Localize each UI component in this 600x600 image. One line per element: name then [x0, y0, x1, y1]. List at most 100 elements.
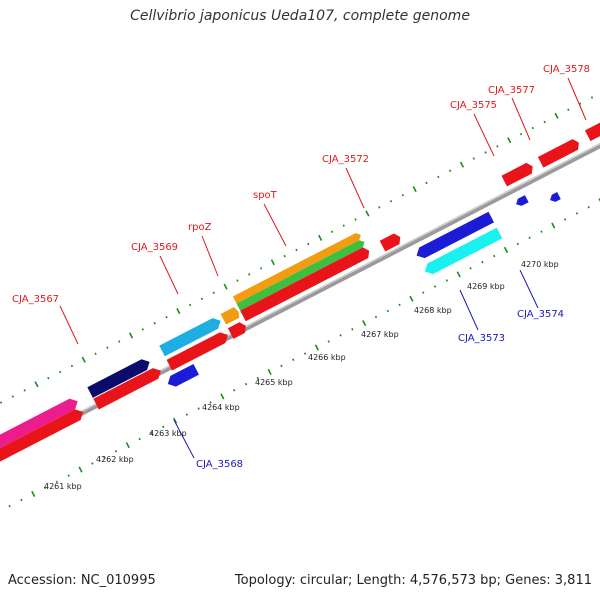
- major-tick: [314, 344, 319, 351]
- major-tick: [176, 308, 181, 315]
- label-CJA_3574[interactable]: CJA_3574: [517, 309, 564, 320]
- label-spoT[interactable]: spoT: [253, 190, 278, 201]
- minor-tick: [389, 199, 393, 203]
- minor-tick: [425, 181, 428, 185]
- minor-tick: [94, 352, 97, 355]
- minor-tick: [342, 224, 345, 227]
- gene-label-group: CJA_3567 CJA_3569 rpoZ spoT CJA_3572 CJA…: [12, 64, 590, 470]
- minor-tick: [248, 273, 251, 276]
- gene-orange-spoT[interactable]: [232, 231, 363, 304]
- minor-tick: [386, 309, 389, 313]
- minor-tick: [398, 303, 401, 307]
- gene-blue-3568[interactable]: [165, 363, 199, 389]
- minor-tick: [303, 352, 307, 355]
- label-rpoZ[interactable]: rpoZ: [188, 222, 212, 233]
- kbp-label: 4264 kbp: [202, 403, 240, 412]
- minor-tick: [437, 175, 440, 179]
- minor-tick: [212, 291, 215, 294]
- major-tick: [459, 161, 465, 168]
- gene-red-d[interactable]: [227, 320, 249, 339]
- minor-tick: [236, 279, 239, 282]
- minor-tick: [330, 230, 334, 233]
- gene-blue-large[interactable]: [414, 211, 495, 261]
- minor-tick: [43, 486, 47, 490]
- gene-red-b[interactable]: [93, 365, 163, 410]
- label-CJA_3577[interactable]: CJA_3577: [488, 85, 535, 96]
- minor-tick: [197, 407, 200, 410]
- label-CJA_3572[interactable]: CJA_3572: [322, 154, 369, 165]
- gene-navy[interactable]: [87, 357, 152, 398]
- major-tick: [598, 198, 600, 205]
- minor-tick: [531, 126, 535, 130]
- gene-cyan-3573[interactable]: [422, 227, 503, 277]
- minor-tick: [106, 346, 109, 349]
- kbp-label: 4269 kbp: [467, 282, 505, 291]
- forward-features: [0, 107, 600, 464]
- label-CJA_3578[interactable]: CJA_3578: [543, 64, 590, 75]
- gene-magenta[interactable]: [0, 396, 80, 453]
- minor-tick: [540, 230, 543, 233]
- gene-red-g[interactable]: [501, 161, 535, 187]
- minor-tick: [0, 401, 3, 404]
- minor-tick: [496, 145, 499, 148]
- minor-tick: [102, 456, 106, 459]
- major-tick: [81, 356, 86, 363]
- major-tick: [412, 186, 417, 193]
- gene-red-e[interactable]: [240, 245, 372, 322]
- minor-tick: [519, 132, 523, 136]
- gene-red-i[interactable]: [584, 107, 600, 142]
- major-tick: [125, 442, 130, 449]
- major-tick: [456, 271, 461, 278]
- minor-tick: [11, 395, 15, 398]
- gene-green-spoT[interactable]: [236, 238, 367, 311]
- minor-tick: [354, 218, 357, 221]
- minor-tick: [58, 370, 62, 374]
- minor-tick: [162, 425, 165, 429]
- minor-tick: [188, 303, 192, 307]
- gene-blue-small-b[interactable]: [548, 192, 561, 204]
- minor-tick: [165, 315, 168, 319]
- kbp-label: 4265 kbp: [255, 378, 293, 387]
- gene-orange-small[interactable]: [220, 306, 242, 325]
- minor-tick: [20, 498, 23, 502]
- kbp-label: 4270 kbp: [521, 260, 559, 269]
- major-tick: [78, 466, 83, 473]
- minor-tick: [47, 376, 50, 380]
- major-tick: [318, 234, 323, 241]
- gene-red-a[interactable]: [0, 407, 86, 464]
- minor-tick: [484, 151, 487, 154]
- inner-tick-row: [8, 198, 600, 508]
- kbp-label: 4262 kbp: [96, 455, 134, 464]
- major-tick: [409, 295, 414, 302]
- gene-red-c[interactable]: [166, 330, 231, 371]
- gene-red-h[interactable]: [537, 137, 582, 168]
- minor-tick: [378, 206, 381, 209]
- minor-tick: [114, 449, 118, 453]
- outer-tick-row: [0, 96, 594, 404]
- gene-cyan-small[interactable]: [159, 315, 223, 357]
- minor-tick: [481, 260, 484, 264]
- major-tick: [507, 137, 512, 144]
- major-tick: [503, 246, 509, 253]
- minor-tick: [327, 340, 330, 343]
- reverse-features: [165, 192, 561, 389]
- minor-tick: [422, 291, 425, 294]
- minor-tick: [351, 327, 354, 331]
- label-CJA_3573[interactable]: CJA_3573: [458, 333, 505, 344]
- label-CJA_3568[interactable]: CJA_3568: [196, 459, 243, 470]
- label-CJA_3567[interactable]: CJA_3567: [12, 294, 59, 305]
- major-tick: [31, 490, 36, 497]
- minor-tick: [8, 504, 11, 508]
- gene-red-f[interactable]: [379, 232, 403, 252]
- minor-tick: [445, 279, 449, 282]
- minor-tick: [153, 321, 156, 325]
- minor-tick: [307, 242, 310, 246]
- label-CJA_3569[interactable]: CJA_3569: [131, 242, 178, 253]
- label-CJA_3575[interactable]: CJA_3575: [450, 100, 497, 111]
- major-tick: [270, 259, 275, 266]
- gene-blue-small-a[interactable]: [514, 195, 529, 208]
- minor-tick: [401, 193, 405, 197]
- minor-tick: [563, 218, 567, 221]
- minor-tick: [433, 285, 437, 288]
